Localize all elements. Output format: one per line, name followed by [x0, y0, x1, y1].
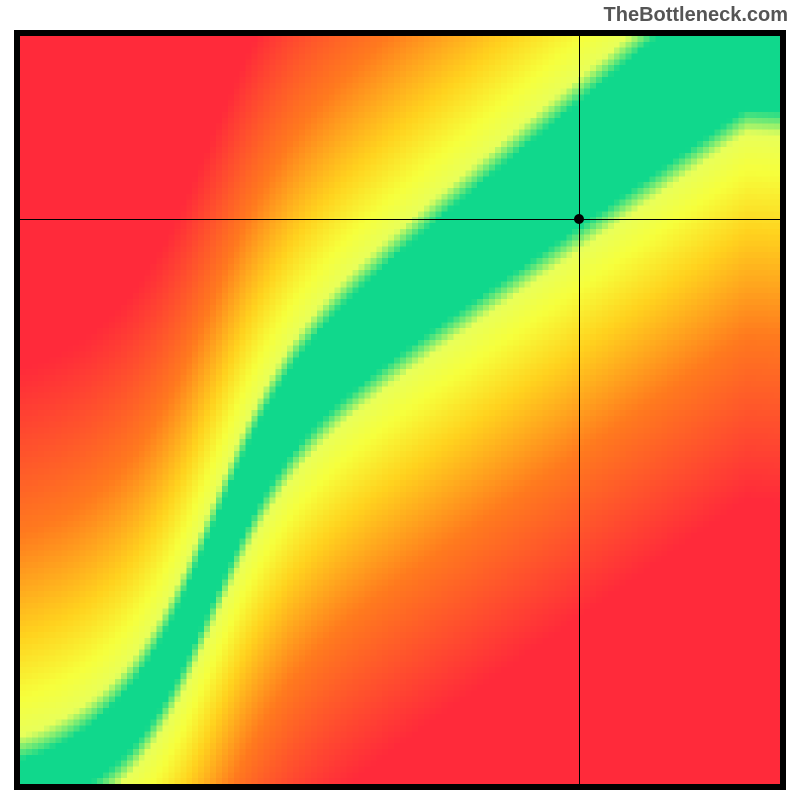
chart-container: TheBottleneck.com	[0, 0, 800, 800]
marker-dot	[574, 214, 584, 224]
crosshair-vertical	[579, 36, 580, 784]
chart-plot-area	[20, 36, 780, 784]
crosshair-horizontal	[20, 219, 780, 220]
chart-frame	[14, 30, 786, 790]
bottleneck-heatmap	[20, 36, 780, 784]
attribution-text: TheBottleneck.com	[604, 4, 788, 27]
